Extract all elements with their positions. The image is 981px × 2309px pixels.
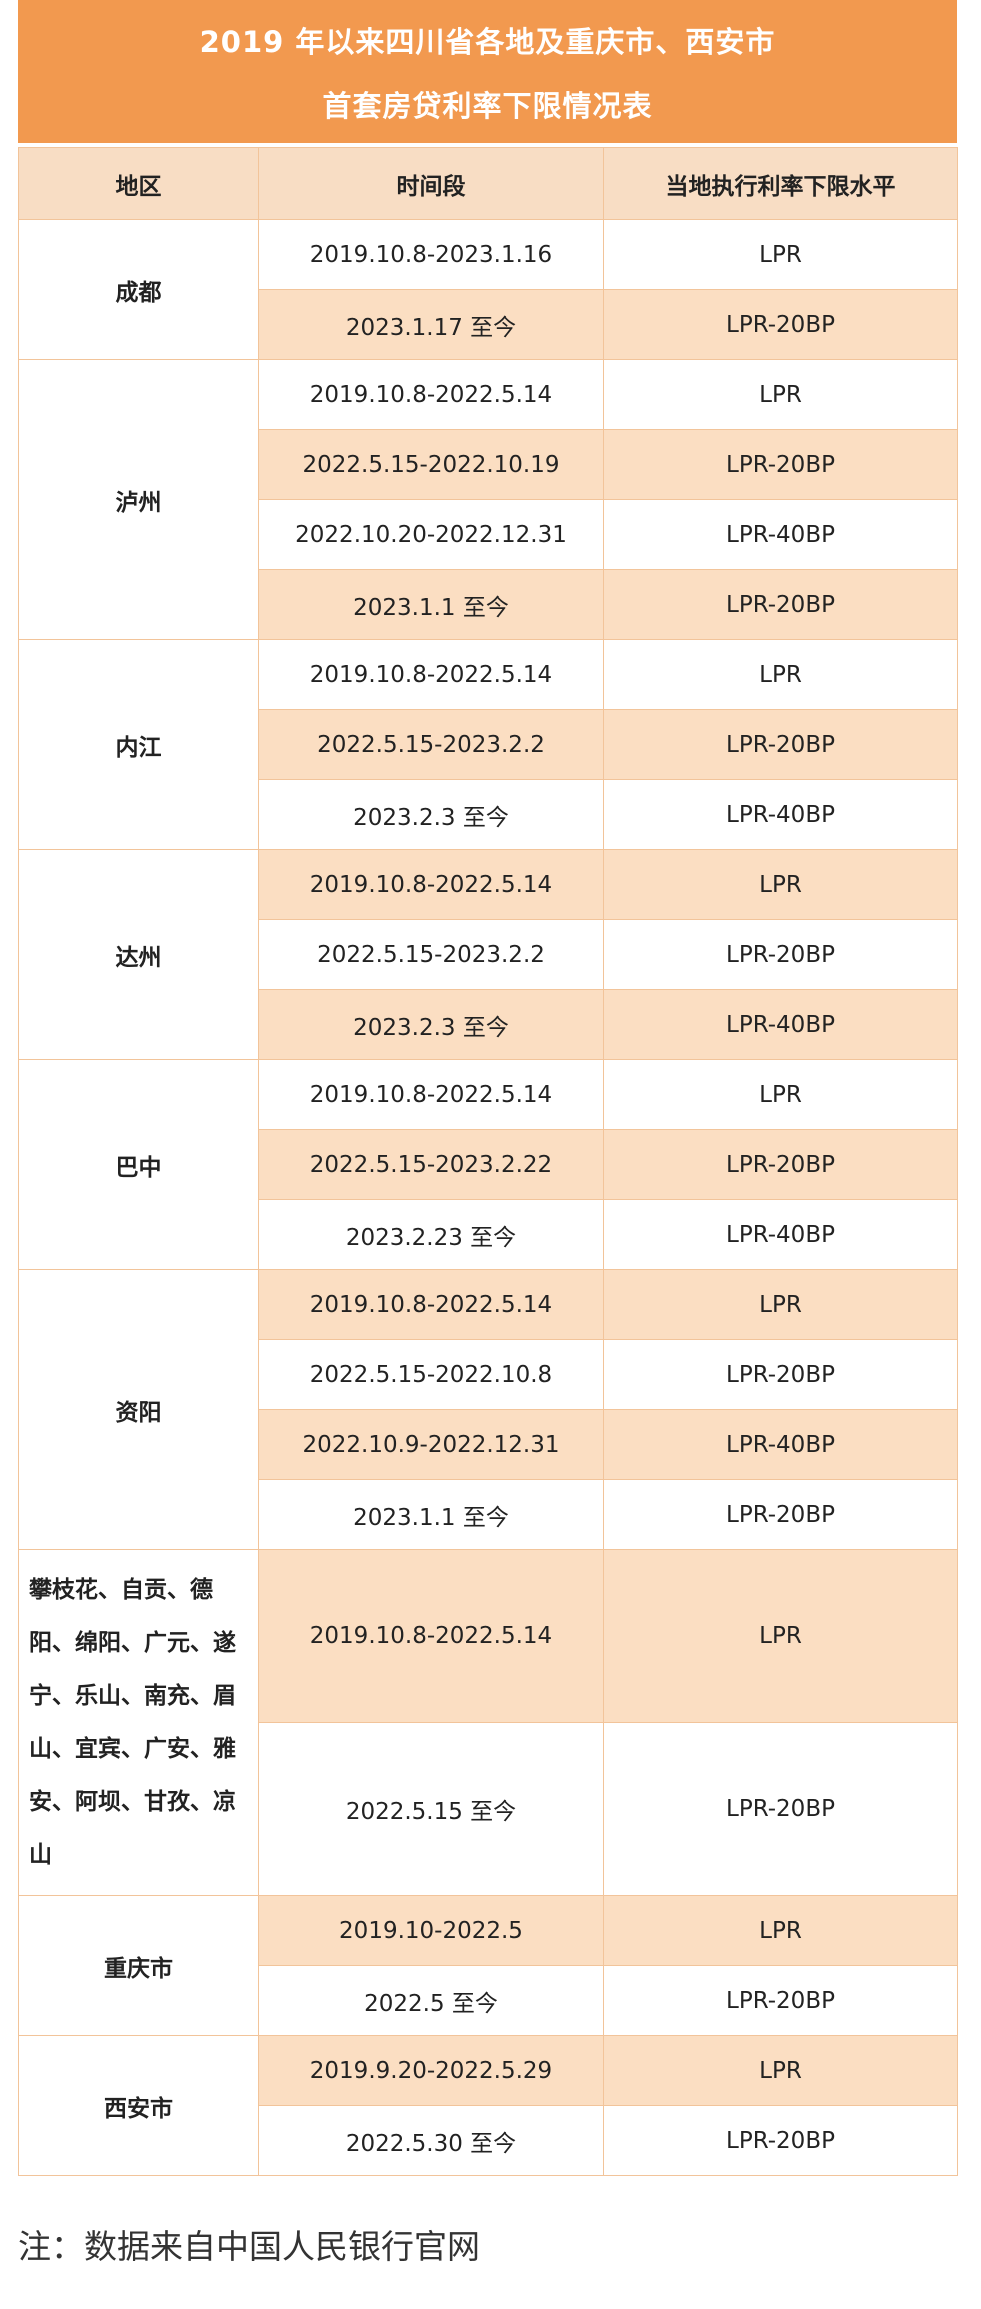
table-row: 内江 2019.10.8-2022.5.14 LPR xyxy=(18,639,958,850)
table-row: 泸州 2019.10.8-2022.5.14 LPR xyxy=(18,359,958,640)
region-cell: 资阳 xyxy=(18,1269,259,1550)
period-cell: 2023.2.3 至今 xyxy=(258,779,604,850)
period-cell: 2022.5.15-2022.10.8 xyxy=(258,1339,604,1410)
period-cell: 2022.5.15-2023.2.2 xyxy=(258,919,604,990)
region-cell: 巴中 xyxy=(18,1059,259,1270)
table-row: 成都 2019.10.8-2023.1.16 LPR xyxy=(18,219,958,360)
rate-cell: LPR-20BP xyxy=(603,919,958,990)
table-row: 攀枝花、自贡、德阳、绵阳、广元、遂宁、乐山、南充、眉山、宜宾、广安、雅安、阿坝、… xyxy=(18,1549,958,1896)
period-cell: 2019.10-2022.5 xyxy=(258,1895,604,1966)
header-period: 时间段 xyxy=(258,147,604,220)
period-cell: 2022.10.9-2022.12.31 xyxy=(258,1409,604,1480)
table-row: 达州 2019.10.8-2022.5.14 LPR xyxy=(18,849,958,1060)
table-row: 2023.1.17 至今 LPR-20BP xyxy=(19,289,958,360)
rate-cell: LPR xyxy=(603,849,958,920)
header-rate: 当地执行利率下限水平 xyxy=(603,147,958,220)
table-row: 2022.5.15 至今 LPR-20BP xyxy=(19,1722,958,1896)
rate-cell: LPR xyxy=(603,1895,958,1966)
period-cell: 2023.2.3 至今 xyxy=(258,989,604,1060)
rate-cell: LPR-20BP xyxy=(603,1722,958,1896)
period-cell: 2019.10.8-2022.5.14 xyxy=(258,1549,604,1723)
period-cell: 2022.5.15 至今 xyxy=(258,1722,604,1896)
period-cell: 2023.2.23 至今 xyxy=(258,1199,604,1270)
rate-cell: LPR-20BP xyxy=(603,1129,958,1200)
title-line-1: 2019 年以来四川省各地及重庆市、西安市 xyxy=(199,24,776,59)
region-cell: 泸州 xyxy=(18,359,259,640)
table-row: 重庆市 2019.10-2022.5 LPR xyxy=(18,1895,958,2036)
rate-cell: LPR xyxy=(603,2035,958,2106)
period-cell: 2019.10.8-2022.5.14 xyxy=(258,849,604,920)
period-cell: 2019.10.8-2022.5.14 xyxy=(258,359,604,430)
rate-cell: LPR-20BP xyxy=(603,2105,958,2176)
table-row: 2022.10.9-2022.12.31 LPR-40BP xyxy=(19,1409,958,1480)
table-row: 2023.1.1 至今 LPR-20BP xyxy=(19,569,958,640)
region-cell: 重庆市 xyxy=(18,1895,259,2036)
table-row: 2022.5.15-2023.2.2 LPR-20BP xyxy=(19,709,958,780)
rate-cell: LPR-20BP xyxy=(603,1479,958,1550)
table-title: 2019 年以来四川省各地及重庆市、西安市 首套房贷利率下限情况表 xyxy=(18,0,957,143)
period-cell: 2023.1.17 至今 xyxy=(258,289,604,360)
region-cell: 内江 xyxy=(18,639,259,850)
header-row: 地区 时间段 当地执行利率下限水平 xyxy=(18,147,958,220)
header-region: 地区 xyxy=(18,147,259,220)
rate-cell: LPR-20BP xyxy=(603,429,958,500)
period-cell: 2019.10.8-2022.5.14 xyxy=(258,1059,604,1130)
table-row: 2023.1.1 至今 LPR-20BP xyxy=(19,1479,958,1550)
table-row: 西安市 2019.9.20-2022.5.29 LPR xyxy=(18,2035,958,2176)
rate-cell: LPR xyxy=(603,359,958,430)
rate-cell: LPR xyxy=(603,1549,958,1723)
rate-cell: LPR xyxy=(603,639,958,710)
rate-cell: LPR-20BP xyxy=(603,1965,958,2036)
period-cell: 2022.5.15-2023.2.2 xyxy=(258,709,604,780)
region-cell: 达州 xyxy=(18,849,259,1060)
table-row: 2022.5.30 至今 LPR-20BP xyxy=(19,2105,958,2176)
rate-cell: LPR-20BP xyxy=(603,709,958,780)
table-row: 2023.2.23 至今 LPR-40BP xyxy=(19,1199,958,1270)
rate-cell: LPR xyxy=(603,1269,958,1340)
region-cell: 西安市 xyxy=(18,2035,259,2176)
period-cell: 2019.10.8-2022.5.14 xyxy=(258,1269,604,1340)
period-cell: 2023.1.1 至今 xyxy=(258,569,604,640)
rate-cell: LPR-20BP xyxy=(603,289,958,360)
title-line-2: 首套房贷利率下限情况表 xyxy=(322,88,653,123)
source-note: 注：数据来自中国人民银行官网 xyxy=(18,2227,480,2266)
period-cell: 2019.9.20-2022.5.29 xyxy=(258,2035,604,2106)
period-cell: 2022.5.30 至今 xyxy=(258,2105,604,2176)
period-cell: 2023.1.1 至今 xyxy=(258,1479,604,1550)
table-row: 2023.2.3 至今 LPR-40BP xyxy=(19,779,958,850)
rate-cell: LPR-40BP xyxy=(603,989,958,1060)
region-cell: 攀枝花、自贡、德阳、绵阳、广元、遂宁、乐山、南充、眉山、宜宾、广安、雅安、阿坝、… xyxy=(18,1549,259,1896)
table-row: 巴中 2019.10.8-2022.5.14 LPR xyxy=(18,1059,958,1270)
rate-cell: LPR-40BP xyxy=(603,499,958,570)
table-row: 2022.5 至今 LPR-20BP xyxy=(19,1965,958,2036)
rate-cell: LPR-40BP xyxy=(603,1409,958,1480)
period-cell: 2022.5.15-2023.2.22 xyxy=(258,1129,604,1200)
table-row: 2022.5.15-2022.10.19 LPR-20BP xyxy=(19,429,958,500)
table-row: 资阳 2019.10.8-2022.5.14 LPR xyxy=(18,1269,958,1550)
rate-cell: LPR-40BP xyxy=(603,1199,958,1270)
region-cell: 成都 xyxy=(18,219,259,360)
table-row: 2022.5.15-2022.10.8 LPR-20BP xyxy=(19,1339,958,1410)
rate-cell: LPR-20BP xyxy=(603,1339,958,1410)
rate-cell: LPR xyxy=(603,219,958,290)
rate-cell: LPR-20BP xyxy=(603,569,958,640)
period-cell: 2022.10.20-2022.12.31 xyxy=(258,499,604,570)
table-row: 2022.5.15-2023.2.22 LPR-20BP xyxy=(19,1129,958,1200)
rate-cell: LPR-40BP xyxy=(603,779,958,850)
table-row: 2022.10.20-2022.12.31 LPR-40BP xyxy=(19,499,958,570)
rate-table: 地区 时间段 当地执行利率下限水平 成都 2019.10.8-2023.1.16… xyxy=(18,147,958,2176)
rate-cell: LPR xyxy=(603,1059,958,1130)
period-cell: 2019.10.8-2023.1.16 xyxy=(258,219,604,290)
period-cell: 2019.10.8-2022.5.14 xyxy=(258,639,604,710)
table-row: 2022.5.15-2023.2.2 LPR-20BP xyxy=(19,919,958,990)
period-cell: 2022.5 至今 xyxy=(258,1965,604,2036)
period-cell: 2022.5.15-2022.10.19 xyxy=(258,429,604,500)
